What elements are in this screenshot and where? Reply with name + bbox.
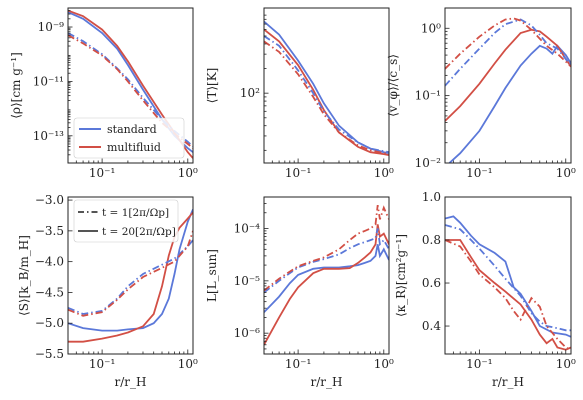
legend-label-standard: standard	[107, 123, 157, 136]
legend-label-multifluid: multifluid	[107, 141, 161, 154]
x-tick-label: 10⁻¹	[89, 357, 115, 371]
series-line-multifluid-t1	[264, 204, 389, 292]
legend-models: standard multifluid	[73, 117, 185, 159]
series-line-multifluid-t1	[68, 230, 193, 317]
y-tick-label: 1.0	[422, 190, 441, 204]
y-tick-label: −5.0	[35, 316, 64, 330]
series-line-standard-t20	[264, 20, 389, 154]
x-tick-label: 10⁻¹	[285, 357, 311, 371]
y-tick-label: −4.0	[35, 255, 64, 269]
panel-6: 10⁻¹ 10⁰ 1.0 0.8 0.6 0.4 ⟨κ_R⟩[cm²g⁻¹] r/r_H	[394, 190, 576, 389]
series-line-standard-t1	[445, 224, 571, 332]
y-tick-label: 0.6	[422, 276, 441, 290]
y-tick-label: 0.8	[422, 233, 441, 247]
y-axis-label: ⟨S⟩[k_B/m_H]	[17, 235, 31, 316]
y-tick-label: −5.5	[35, 347, 64, 361]
y-tick-label: 10⁻²	[415, 156, 442, 170]
x-tick-label: 10⁰	[178, 166, 198, 180]
series-line-standard-t1	[445, 18, 571, 87]
y-tick-label: 10⁻¹	[415, 89, 441, 103]
x-tick-label: 10⁰	[178, 357, 198, 371]
y-tick-label: 10⁻⁹	[38, 20, 65, 34]
y-tick-label: 0.4	[422, 319, 441, 333]
y-tick-label: 10⁰	[421, 21, 441, 35]
series-line-standard-t20	[448, 44, 571, 163]
panel-5: 10⁻¹ 10⁰ 10⁻⁶ 10⁻⁵ 10⁻⁴ L[L_sun] r/r_H	[205, 196, 394, 389]
panel-4: 10⁻¹ 10⁰ −3.0 −3.5 −4.0 −4.5 −5.0 −5.5 ⟨S⟩[k_B/m…	[17, 193, 198, 389]
x-tick-label: 10⁻¹	[466, 357, 492, 371]
y-tick-label: 10⁻⁴	[234, 222, 261, 236]
x-tick-label: 10⁻¹	[89, 166, 115, 180]
series-line-multifluid-t20	[445, 28, 571, 122]
y-axis-label: L[L_sun]	[205, 249, 219, 302]
y-axis-label: ⟨ρ⟩[cm g⁻¹]	[9, 52, 23, 119]
x-tick-label: 10⁰	[374, 357, 394, 371]
series-line-multifluid-t20	[264, 28, 389, 156]
y-tick-label: −3.5	[35, 224, 64, 238]
y-axis-label: ⟨v_φ⟩/⟨c_s⟩	[386, 54, 400, 117]
axes-frame	[444, 196, 572, 355]
axes-frame	[263, 7, 390, 164]
y-axis-label: ⟨κ_R⟩[cm²g⁻¹]	[394, 234, 408, 317]
panel-1: 10⁻¹ 10⁰ 10⁻⁹ 10⁻¹¹ 10⁻¹³ ⟨ρ⟩[cm g⁻¹] standard…	[9, 7, 198, 180]
x-tick-label: 10⁻¹	[285, 166, 311, 180]
y-tick-label: 10⁻¹¹	[33, 74, 64, 88]
series-line-multifluid-t1	[445, 239, 571, 351]
legend-label-solid: t = 20[2π/Ωp]	[102, 226, 176, 238]
y-tick-label: 10²	[240, 86, 260, 100]
series-line-standard-t1	[68, 239, 193, 315]
y-axis-label: ⟨T⟩[K]	[205, 68, 219, 104]
series-line-standard-t1	[68, 32, 193, 148]
series-line-multifluid-t20	[445, 239, 571, 351]
x-tick-label: 10⁰	[556, 166, 576, 180]
panel-2: 10⁻¹ 10⁰ 10² ⟨T⟩[K]	[205, 7, 394, 180]
legend-label-dashdot: t = 1[2π/Ωp]	[102, 207, 169, 219]
legend-frame	[73, 199, 179, 243]
series-line-standard-t1	[264, 228, 389, 294]
series-line-standard-t1	[264, 35, 389, 154]
x-tick-label: 10⁰	[374, 166, 394, 180]
x-axis-label: r/r_H	[115, 375, 147, 389]
series-line-multifluid-t20	[264, 224, 389, 346]
axes-frame	[444, 7, 572, 164]
series-line-standard-t20	[264, 244, 389, 313]
y-tick-label: 10⁻⁶	[234, 326, 261, 340]
legend-frame	[73, 117, 185, 159]
series-line-multifluid-t1	[264, 40, 389, 155]
axes-frame	[67, 196, 194, 355]
x-axis-label: r/r_H	[492, 375, 524, 389]
panel-3: 10⁻¹ 10⁰ 10⁻² 10⁻¹ 10⁰ ⟨v_φ⟩/⟨c_s⟩	[386, 7, 576, 180]
y-tick-label: 10⁻⁵	[234, 274, 261, 288]
x-tick-label: 10⁻¹	[466, 166, 492, 180]
series-line-standard-t20	[445, 215, 571, 338]
x-tick-label: 10⁰	[556, 357, 576, 371]
series-line-standard-t20	[68, 208, 193, 332]
series-line-multifluid-t20	[68, 211, 193, 343]
y-tick-label: −4.5	[35, 285, 64, 299]
y-tick-label: −3.0	[35, 193, 64, 207]
series-line-multifluid-t1	[68, 34, 193, 149]
x-axis-label: r/r_H	[311, 375, 343, 389]
axes-frame	[263, 196, 390, 355]
legend-times: t = 1[2π/Ωp] t = 20[2π/Ωp]	[73, 199, 179, 243]
y-tick-label: 10⁻¹³	[33, 129, 64, 143]
series-line-multifluid-t1	[445, 17, 571, 70]
